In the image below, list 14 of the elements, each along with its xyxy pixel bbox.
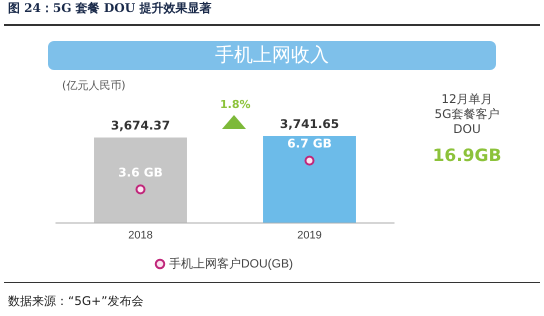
source-note: 数据来源：“5G+”发布会	[8, 293, 144, 310]
legend-label: 手机上网客户DOU(GB)	[169, 256, 293, 270]
text: 16.9GB	[432, 146, 502, 166]
x-tick-label: 2019	[297, 229, 322, 242]
text: 1.8%	[220, 98, 251, 111]
data-label: 3,674.37	[110, 118, 170, 133]
x-tick-label: 2018	[128, 229, 153, 242]
data-label: 3,741.65	[280, 117, 340, 132]
data-label: 6.7 GB	[287, 136, 332, 151]
chart-title: 图 24：5G 套餐 DOU 提升效果显著	[8, 0, 212, 17]
chart-subtitle: 手机上网收入	[48, 41, 496, 70]
data-label: 3.6 GB	[118, 166, 163, 180]
text: 12月单月 5G套餐客户 DOU	[434, 92, 500, 137]
y-axis-title: (亿元人民币)	[62, 78, 126, 93]
